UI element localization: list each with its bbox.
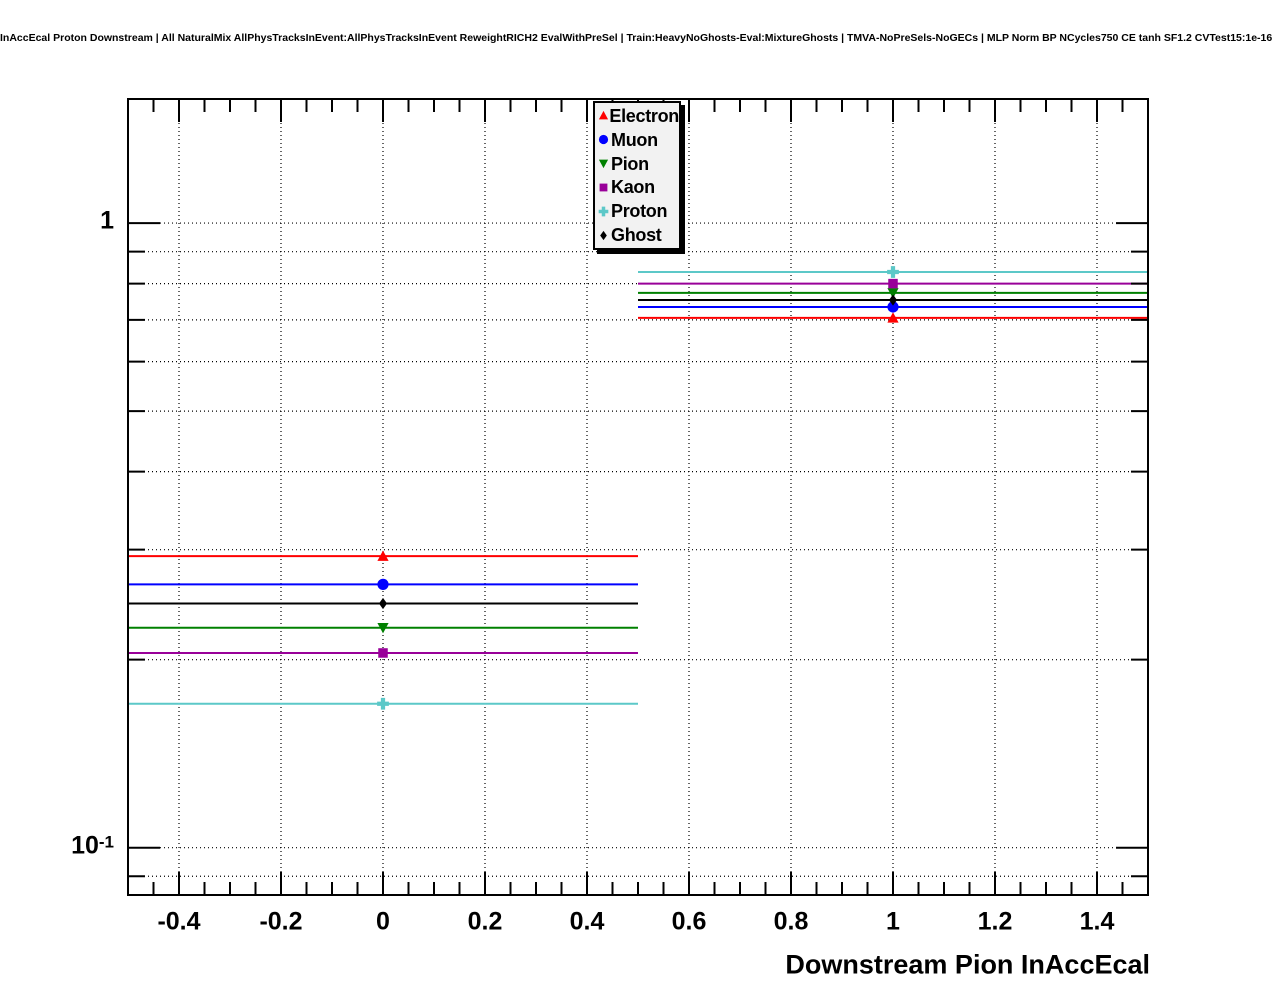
data-marker-diamond: [600, 230, 607, 240]
legend-label: Muon: [611, 129, 658, 150]
legend-item-ghost: Ghost: [597, 226, 679, 244]
x-tick-label: -0.4: [157, 907, 201, 936]
plot-title: InAccEcal Proton Downstream | All Natura…: [0, 32, 1276, 44]
x-tick-label: -0.2: [259, 907, 303, 936]
legend-label: Proton: [611, 201, 668, 222]
data-marker-square: [888, 278, 898, 289]
data-marker-square: [378, 648, 388, 658]
data-marker-triangle-down: [377, 622, 389, 634]
legend-item-electron: Electron: [597, 107, 679, 125]
legend-label: Electron: [609, 105, 679, 126]
x-tick-label: 0.6: [671, 907, 707, 936]
data-marker-triangle-down: [887, 288, 899, 299]
data-marker-triangle-up: [598, 111, 609, 120]
legend-item-kaon: Kaon: [597, 178, 679, 196]
legend-label: Pion: [611, 153, 649, 174]
data-marker-triangle-down: [598, 159, 609, 169]
legend-item-muon: Muon: [597, 131, 679, 149]
electron-marker-icon: [598, 111, 609, 120]
x-tick-label: 1.4: [1079, 907, 1115, 936]
kaon-marker-icon: [599, 183, 608, 192]
series-pion: [128, 288, 1148, 634]
x-tick-label: 1: [886, 907, 900, 936]
y-tick-label: 1: [100, 206, 114, 235]
y-tick-label: 10-1: [71, 831, 114, 860]
data-series: [128, 266, 1148, 710]
series-electron: [128, 312, 1148, 561]
data-marker-circle: [377, 578, 389, 590]
legend-item-proton: Proton: [597, 202, 679, 220]
x-tick-label: 0.4: [569, 907, 605, 936]
series-proton: [128, 266, 1148, 710]
axis-ticks: [128, 99, 1148, 895]
data-marker-diamond: [888, 294, 898, 306]
grid-lines: [128, 99, 1148, 895]
data-marker-circle: [887, 301, 899, 313]
x-tick-label: 0: [376, 907, 390, 936]
series-ghost: [128, 294, 1148, 610]
legend-item-pion: Pion: [597, 155, 679, 173]
data-marker-circle: [598, 135, 609, 145]
x-tick-label: 1.2: [977, 907, 1013, 936]
data-marker-plus: [377, 697, 389, 710]
x-tick-label: 0.8: [773, 907, 809, 936]
data-marker-plus: [887, 266, 899, 278]
proton-marker-icon: [598, 206, 609, 217]
data-marker-triangle-up: [377, 550, 389, 561]
series-muon: [128, 301, 1148, 590]
x-axis-title: Downstream Pion InAccEcal: [785, 949, 1150, 980]
muon-marker-icon: [598, 135, 609, 145]
data-marker-plus: [598, 206, 609, 217]
legend-label: Kaon: [611, 177, 655, 198]
data-marker-diamond: [378, 597, 388, 610]
legend-label: Ghost: [611, 225, 662, 246]
series-kaon: [128, 278, 1148, 658]
data-marker-square: [599, 183, 608, 192]
x-tick-label: 0.2: [467, 907, 503, 936]
legend: Electron Muon Pion Kaon Proton Ghost: [593, 101, 681, 250]
data-marker-triangle-up: [887, 312, 899, 323]
ghost-marker-icon: [600, 230, 607, 240]
pion-marker-icon: [598, 159, 609, 169]
